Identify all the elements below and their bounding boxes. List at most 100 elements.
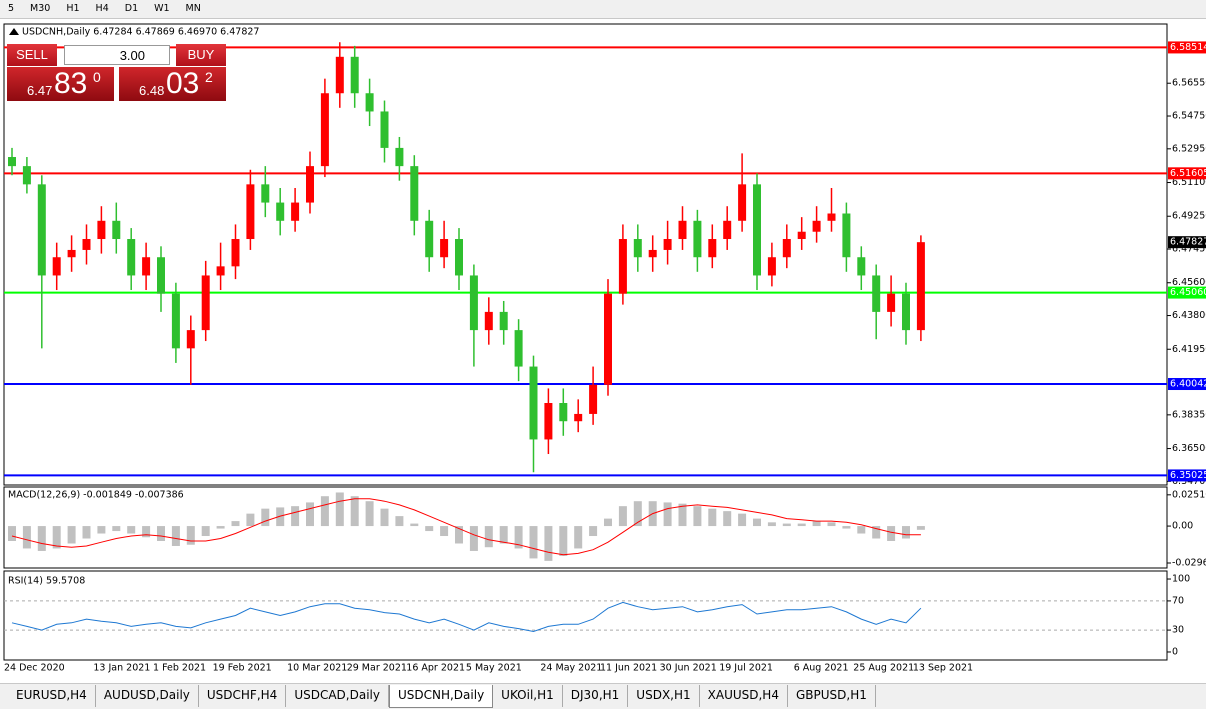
candle-body [231,239,240,267]
chart-tab[interactable]: DJ30,H1 [563,685,629,707]
candle-body [425,220,434,258]
histogram-bar [52,526,61,549]
timeframe-button[interactable]: W1 [154,3,170,14]
histogram-bar [127,526,136,534]
histogram-bar [455,526,463,544]
candle-body [395,147,404,167]
candle-body [887,293,896,312]
candle-body [842,213,851,258]
y-tick-label: 70 [1172,595,1184,606]
histogram-bar [410,523,419,527]
histogram-bar [604,518,612,527]
timeframe-button[interactable]: D1 [124,3,139,14]
candle-body [678,220,687,240]
chart-tab[interactable]: EURUSD,H4 [8,685,96,707]
candle-body [261,184,270,203]
chart-tab[interactable]: USDCNH,Daily [388,685,494,708]
candle-body [633,239,642,258]
histogram-bar [320,496,329,527]
one-click-trading: SELL 3.00 BUY 6.47 83 0 6.48 03 2 [7,44,226,101]
candle-body [544,403,553,440]
candle-body [291,202,300,221]
ask-big: 6.48 [139,83,165,98]
candle-body [797,231,806,240]
histogram-bar [142,526,151,538]
line-label-box [1168,469,1206,482]
histogram-bar [753,518,761,527]
histogram-bar [514,526,523,549]
candle-body [767,257,776,276]
chart-background [0,19,1206,683]
histogram-bar [395,516,404,527]
candle-body [216,266,225,276]
chart-tab[interactable]: GBPUSD,H1 [788,685,876,707]
x-tick-label: 19 Feb 2021 [213,663,272,674]
x-tick-label: 13 Sep 2021 [913,663,973,674]
y-tick-label: 6.41950 [1172,344,1206,355]
timeframe-button[interactable]: MN [185,3,201,14]
y-tick-label: 30 [1172,625,1184,636]
macd-pane [3,486,1168,569]
y-tick-label: 0.00 [1172,521,1193,532]
y-tick-label: 6.54750 [1172,111,1206,122]
histogram-bar [723,511,732,527]
histogram-bar [440,526,449,537]
sell-button[interactable]: SELL [7,44,57,66]
histogram-bar [633,501,642,527]
candle-body [8,157,16,167]
histogram-bar [82,526,91,539]
histogram-bar [157,526,165,541]
y-tick-label: 6.51100 [1172,177,1206,188]
y-tick-label: 6.49250 [1172,211,1206,222]
bid-price[interactable]: 6.47 83 0 [7,67,114,101]
chart-tab[interactable]: AUDUSD,Daily [96,685,199,707]
candle-body [708,239,717,258]
histogram-bar [887,526,896,541]
bid-big: 6.47 [27,83,53,98]
candle-body [142,257,151,276]
chart-tab[interactable]: USDX,H1 [628,685,700,707]
candle-body [648,249,657,258]
timeframe-button[interactable]: M30 [30,3,51,14]
histogram-bar [67,526,76,544]
candle-body [335,56,344,94]
x-tick-label: 25 Aug 2021 [853,663,914,674]
lots-input[interactable]: 3.00 [64,45,170,65]
x-tick-label: 1 Feb 2021 [153,663,206,674]
candle-body [380,111,389,148]
histogram-bar [261,508,270,527]
candle-body [827,213,836,221]
timeframe-button[interactable]: 5 [8,3,15,14]
line-label: 6.40042 [1170,379,1206,390]
candle-body [916,242,925,331]
chart-icon [9,28,19,35]
histogram-bar [842,526,851,529]
y-tick-label: -0.02968 [1172,557,1206,568]
rsi-pane [3,570,1168,661]
candle-body [201,275,210,331]
histogram-bar [544,526,553,561]
timeframe-button[interactable]: H4 [95,3,109,14]
y-tick-label: 6.43800 [1172,310,1206,321]
y-tick-label: 6.45600 [1172,277,1206,288]
timeframe-button[interactable]: H1 [66,3,80,14]
candle-body [723,220,732,240]
y-tick-label: 0.025108 [1172,489,1206,500]
price-pane [3,23,1168,486]
buy-button[interactable]: BUY [176,44,226,66]
line-label: 6.35025 [1170,470,1206,481]
candle-body [529,366,538,440]
chart-tab[interactable]: UKOil,H1 [493,685,563,707]
chart-tab[interactable]: USDCHF,H4 [199,685,287,707]
chart-tab[interactable]: USDCAD,Daily [286,685,389,707]
chart-tab[interactable]: XAUUSD,H4 [700,685,788,707]
ask-price[interactable]: 6.48 03 2 [119,67,226,101]
candle-body [37,184,46,276]
y-tick-label: 6.52950 [1172,143,1206,154]
histogram-bar [37,526,46,551]
histogram-bar [276,507,285,527]
candle-body [514,330,523,367]
candle-body [589,384,598,414]
